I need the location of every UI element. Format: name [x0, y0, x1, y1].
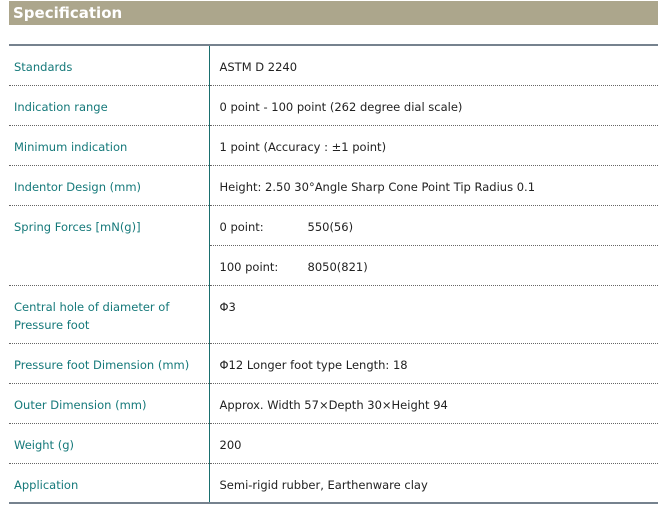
- table-row: Outer Dimension (mm) Approx. Width 57×Dep…: [9, 383, 658, 424]
- sub-value: 8050(821): [307, 259, 368, 274]
- section-title: Specification: [9, 1, 658, 25]
- row-value: Semi-rigid rubber, Earthenware clay: [219, 477, 428, 492]
- spec-table: Standards ASTM D 2240 Indication range 0 p…: [9, 44, 658, 504]
- row-label: Minimum indication: [9, 125, 210, 166]
- row-value: 0 point: 550(56): [209, 205, 658, 246]
- row-label: Application: [9, 463, 210, 503]
- sub-value: 550(56): [307, 219, 354, 234]
- row-value: 1 point (Accuracy : ±1 point): [209, 125, 658, 166]
- row-label: Indication range: [9, 85, 210, 126]
- row-value: ASTM D 2240: [209, 45, 658, 86]
- row-value: 200: [209, 423, 658, 464]
- row-label: Standards: [9, 45, 210, 86]
- row-label: Weight (g): [9, 423, 210, 464]
- table-row: Spring Forces [mN(g)] 0 point: 550(56): [9, 205, 658, 286]
- table-row: Minimum indication 1 point (Accuracy : ±1…: [9, 125, 658, 166]
- row-value: Approx. Width 57×Depth 30×Height 94: [209, 383, 658, 424]
- sub-key: 100 point:: [219, 259, 279, 274]
- table-row: Indentor Design (mm) Height: 2.50 30°Angl…: [9, 165, 658, 206]
- table-row: Standards ASTM D 2240: [9, 45, 658, 86]
- table-row: Indication range 0 point - 100 point (262…: [9, 85, 658, 126]
- row-label: Indentor Design (mm): [9, 165, 210, 206]
- table-row: 100 point: 8050(821): [9, 245, 658, 286]
- row-value: 0 point - 100 point (262 degree dial sca…: [209, 85, 658, 126]
- table-row: Central hole of diameter of Pressure foo…: [9, 285, 658, 344]
- row-label: Central hole of diameter of Pressure foo…: [9, 285, 210, 344]
- row-label: Outer Dimension (mm): [9, 383, 210, 424]
- table-row: Application Semi-rigid rubber, Earthenwar…: [9, 463, 658, 503]
- row-value: Height: 2.50 30°Angle Sharp Cone Point T…: [209, 165, 658, 206]
- row-label: Spring Forces [mN(g)]: [9, 205, 210, 286]
- row-value: 100 point: 8050(821): [209, 245, 658, 286]
- row-value: Φ12 Longer foot type Length: 18: [209, 343, 658, 384]
- table-row: Weight (g) 200: [9, 423, 658, 464]
- row-value: Φ3: [209, 285, 658, 344]
- sub-key: 0 point:: [219, 219, 264, 234]
- table-row: Pressure foot Dimension (mm) Φ12 Longer f…: [9, 343, 658, 384]
- row-label: Pressure foot Dimension (mm): [9, 343, 210, 384]
